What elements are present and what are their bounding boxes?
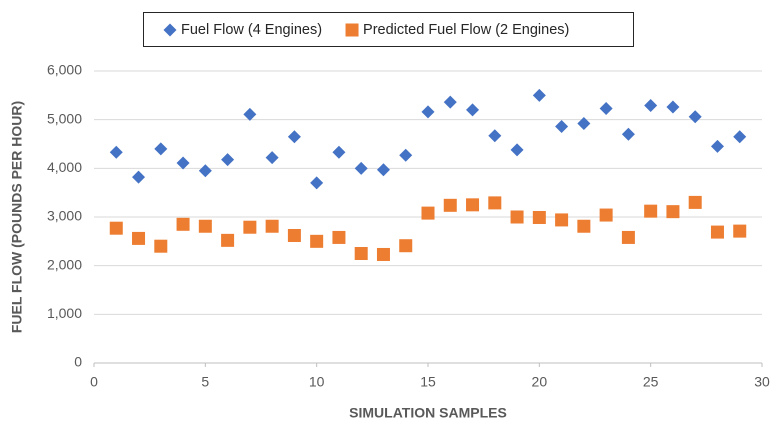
square-point [399, 239, 413, 253]
diamond-point [599, 101, 613, 115]
diamond-point [710, 139, 724, 153]
y-tick-label: 4,000 [47, 159, 82, 175]
square-point [599, 208, 613, 222]
diamond-point [510, 143, 524, 157]
x-tick-label: 15 [420, 374, 436, 390]
y-tick-label: 5,000 [47, 110, 82, 126]
square-point [265, 219, 279, 233]
legend-marker [163, 23, 177, 37]
diamond-point [354, 161, 368, 175]
diamond-point [176, 156, 190, 170]
x-tick-label: 30 [754, 374, 770, 390]
square-point [466, 198, 480, 212]
square-point [354, 247, 368, 260]
square-point [710, 225, 724, 239]
diamond-point [132, 170, 146, 184]
legend-box [143, 12, 634, 47]
diamond-point [488, 129, 502, 143]
y-axis-title: FUEL FLOW (POUNDS PER HOUR) [9, 101, 25, 333]
square-point [666, 205, 680, 219]
square-point [421, 206, 435, 220]
square-point [109, 221, 123, 235]
diamond-point [532, 88, 546, 102]
y-tick-label: 1,000 [47, 305, 82, 321]
square-point [532, 210, 546, 224]
x-tick-label: 5 [201, 374, 209, 390]
square-point [154, 239, 168, 253]
x-axis-title: SIMULATION SAMPLES [349, 405, 507, 421]
diamond-point [265, 151, 279, 165]
diamond-point [443, 95, 457, 109]
square-point [243, 220, 257, 234]
x-tick-label: 20 [532, 374, 548, 390]
diamond-point [555, 119, 569, 133]
diamond-point [666, 100, 680, 114]
diamond-point [621, 127, 635, 141]
diamond-point [644, 99, 658, 113]
square-point [488, 196, 502, 210]
legend-label: Predicted Fuel Flow (2 Engines) [363, 22, 569, 38]
square-point [644, 204, 658, 218]
square-point [510, 210, 524, 224]
square-point [176, 217, 190, 231]
diamond-point [688, 110, 702, 124]
square-point [221, 233, 235, 247]
diamond-point [109, 145, 123, 159]
x-tick-label: 25 [643, 374, 659, 390]
y-tick-label: 6,000 [47, 62, 82, 78]
square-point [621, 230, 635, 244]
square-point [376, 247, 390, 261]
diamond-point [376, 163, 390, 177]
x-tick-label: 10 [309, 374, 325, 390]
square-point [132, 231, 146, 245]
square-point [287, 228, 301, 242]
diamond-point [221, 153, 235, 167]
diamond-point [421, 105, 435, 119]
square-point [555, 213, 569, 227]
diamond-point [154, 142, 168, 156]
diamond-point [733, 130, 747, 144]
square-point [577, 219, 591, 233]
square-point [198, 219, 212, 233]
square-point [332, 230, 346, 244]
y-tick-label: 2,000 [47, 256, 82, 272]
diamond-point [399, 148, 413, 162]
diamond-point [310, 176, 324, 190]
legend-label: Fuel Flow (4 Engines) [181, 22, 322, 38]
square-point [733, 224, 747, 238]
diamond-point [198, 164, 212, 178]
y-tick-label: 3,000 [47, 208, 82, 224]
legend-marker [345, 23, 359, 37]
diamond-point [243, 107, 257, 121]
diamond-point [466, 103, 480, 117]
square-point [443, 198, 457, 212]
square-point [688, 195, 702, 209]
y-tick-label: 0 [74, 354, 82, 370]
diamond-point [577, 117, 591, 131]
diamond-point [287, 130, 301, 144]
x-tick-label: 0 [90, 374, 98, 390]
square-point [310, 234, 324, 248]
diamond-point [332, 145, 346, 159]
